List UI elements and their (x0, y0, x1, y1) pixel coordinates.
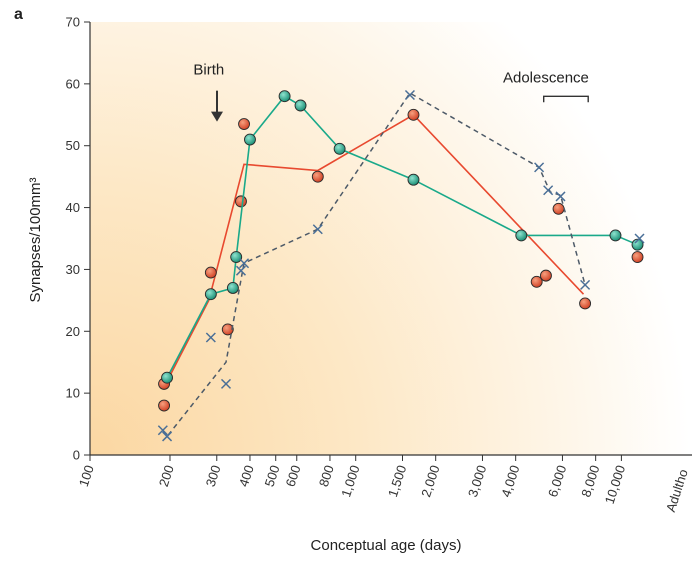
cross-stroke (235, 265, 247, 276)
data-point-teal (226, 282, 239, 294)
y-tick-label: 0 (73, 448, 80, 463)
x-tick-label: 10,000 (602, 463, 629, 505)
data-point-teal (515, 229, 528, 242)
data-point-cross (404, 89, 415, 101)
cross-stroke (312, 224, 323, 235)
y-tick-label: 30 (66, 262, 80, 277)
data-point-teal (407, 173, 420, 186)
cross-stroke (580, 279, 591, 290)
x-tick-label: 100 (76, 463, 97, 488)
plot-background (90, 22, 692, 455)
data-point-teal (230, 251, 243, 264)
x-tick-label: 1,000 (338, 463, 362, 499)
adolescence-bracket (543, 95, 589, 103)
data-point-cross (580, 279, 591, 290)
y-axis-title: Synapses/100mm³ (27, 177, 44, 302)
x-tick-label: 500 (262, 463, 283, 488)
data-point-red (238, 118, 250, 131)
data-point-teal (333, 142, 346, 155)
cross-stroke (162, 431, 173, 442)
cross-stroke (157, 425, 168, 436)
x-tick-label: 6,000 (545, 463, 569, 499)
data-point-cross (157, 425, 168, 436)
data-point-teal (244, 133, 256, 146)
cross-stroke (543, 185, 554, 196)
arrow-head (211, 111, 223, 122)
y-tick-label: 60 (66, 76, 80, 91)
cross-stroke (220, 378, 232, 389)
x-tick-label: 8,000 (578, 463, 602, 499)
data-point-teal (631, 238, 644, 251)
data-point-teal (204, 288, 217, 301)
series-line-cross (162, 92, 586, 438)
y-tick-label: 10 (66, 386, 80, 401)
data-point-teal (294, 99, 307, 112)
data-point-red (204, 266, 217, 279)
x-tick-label: 3,000 (465, 463, 489, 499)
data-point-red (530, 275, 543, 288)
data-point-red (631, 251, 644, 264)
data-point-cross (220, 378, 232, 389)
data-point-red (407, 108, 420, 121)
x-tick-label: 400 (236, 463, 257, 488)
x-tick-label: 300 (203, 463, 224, 488)
x-tick-label: 200 (156, 463, 177, 488)
data-point-cross (543, 185, 554, 196)
y-tick-label: 40 (66, 200, 80, 215)
data-point-red (221, 323, 234, 336)
data-point-red (539, 269, 552, 282)
y-tick-label: 70 (66, 15, 80, 30)
x-tick-label: 4,000 (498, 463, 522, 499)
data-point-cross (534, 162, 545, 173)
y-tick-label: 20 (66, 324, 80, 339)
birth-arrow (211, 90, 223, 122)
x-extra-label: Adultho (663, 467, 691, 514)
panel-label: a (14, 6, 23, 23)
data-point-cross (555, 191, 566, 202)
data-point-red (311, 170, 324, 183)
cross-stroke (404, 89, 415, 101)
cross-stroke (555, 191, 566, 202)
data-point-red (235, 195, 247, 208)
x-tick-label: 600 (283, 463, 304, 488)
data-point-teal (609, 229, 622, 242)
cross-stroke (239, 258, 250, 269)
data-point-red (552, 202, 565, 215)
y-tick-label: 50 (66, 138, 80, 153)
data-point-cross (239, 258, 250, 269)
cross-stroke (205, 332, 216, 343)
x-axis-title: Conceptual age (days) (311, 537, 462, 554)
data-point-teal (161, 371, 174, 384)
x-tick-label: 2,000 (418, 463, 442, 499)
data-point-teal (278, 90, 291, 103)
annotation-birth-label: Birth (193, 62, 224, 79)
cross-stroke (634, 233, 645, 244)
series-line-red (163, 113, 585, 388)
data-point-cross (312, 224, 323, 235)
data-point-red (158, 399, 171, 412)
cross-stroke (534, 162, 545, 173)
annotation-adolescence-label: Adolescence (503, 69, 589, 86)
x-tick-label: 800 (316, 463, 337, 488)
data-point-cross (634, 233, 645, 244)
data-point-red (579, 297, 592, 310)
x-tick-label: 1,500 (385, 463, 409, 499)
data-point-cross (205, 332, 216, 343)
data-point-cross (162, 431, 173, 442)
data-point-cross (235, 265, 247, 276)
